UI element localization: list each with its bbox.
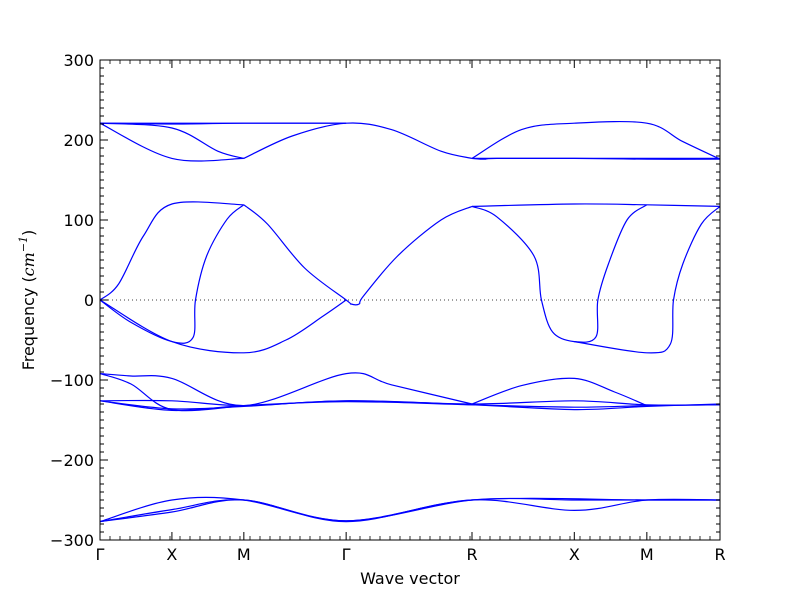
band-line-24: [99, 497, 720, 523]
y-tick-label: −200: [50, 451, 94, 470]
y-axis-label: Frequency (cm−1): [17, 230, 38, 371]
band-line-20: [99, 400, 721, 412]
x-tick-label: X: [569, 545, 580, 564]
band-line-11: [99, 299, 347, 354]
band-line-23: [99, 496, 720, 523]
y-axis-label-prefix: Frequency (: [19, 276, 38, 370]
band-line-19: [99, 400, 721, 411]
band-line-21: [471, 377, 648, 407]
y-axis-label-unit: cm: [19, 252, 38, 276]
x-axis-label: Wave vector: [360, 569, 460, 588]
band-line-13: [471, 204, 648, 343]
x-tick-label: Γ: [342, 545, 351, 564]
axis-ticks: −300 −200 −100 0 100 200 300 Γ X M Γ R X M R: [50, 51, 726, 564]
x-tick-label: M: [237, 545, 251, 564]
band-line-3: [99, 122, 244, 162]
y-tick-label: −300: [50, 531, 94, 550]
band-line-12: [243, 204, 473, 306]
y-tick-label: 300: [63, 51, 94, 70]
plot-area: [99, 120, 721, 523]
y-tick-label: 100: [63, 211, 94, 230]
y-axis-label-suffix: ): [19, 230, 38, 236]
x-tick-label: R: [466, 545, 477, 564]
band-line-10: [99, 204, 245, 344]
x-tick-label: Γ: [96, 545, 105, 564]
x-tick-label: X: [166, 545, 177, 564]
band-line-6: [471, 120, 721, 160]
y-tick-label: 0: [84, 291, 94, 310]
band-line-8: [471, 157, 720, 160]
band-line-14: [471, 203, 721, 207]
y-tick-label: 200: [63, 131, 94, 150]
y-tick-label: −100: [50, 371, 94, 390]
x-tick-label: R: [714, 545, 725, 564]
band-line-4: [99, 122, 244, 159]
band-line-17: [99, 373, 244, 412]
band-line-9: [99, 201, 244, 301]
y-axis-label-exponent: −1: [17, 236, 30, 252]
band-line-15: [574, 205, 721, 354]
band-line-5: [243, 122, 473, 159]
x-tick-label: M: [640, 545, 654, 564]
